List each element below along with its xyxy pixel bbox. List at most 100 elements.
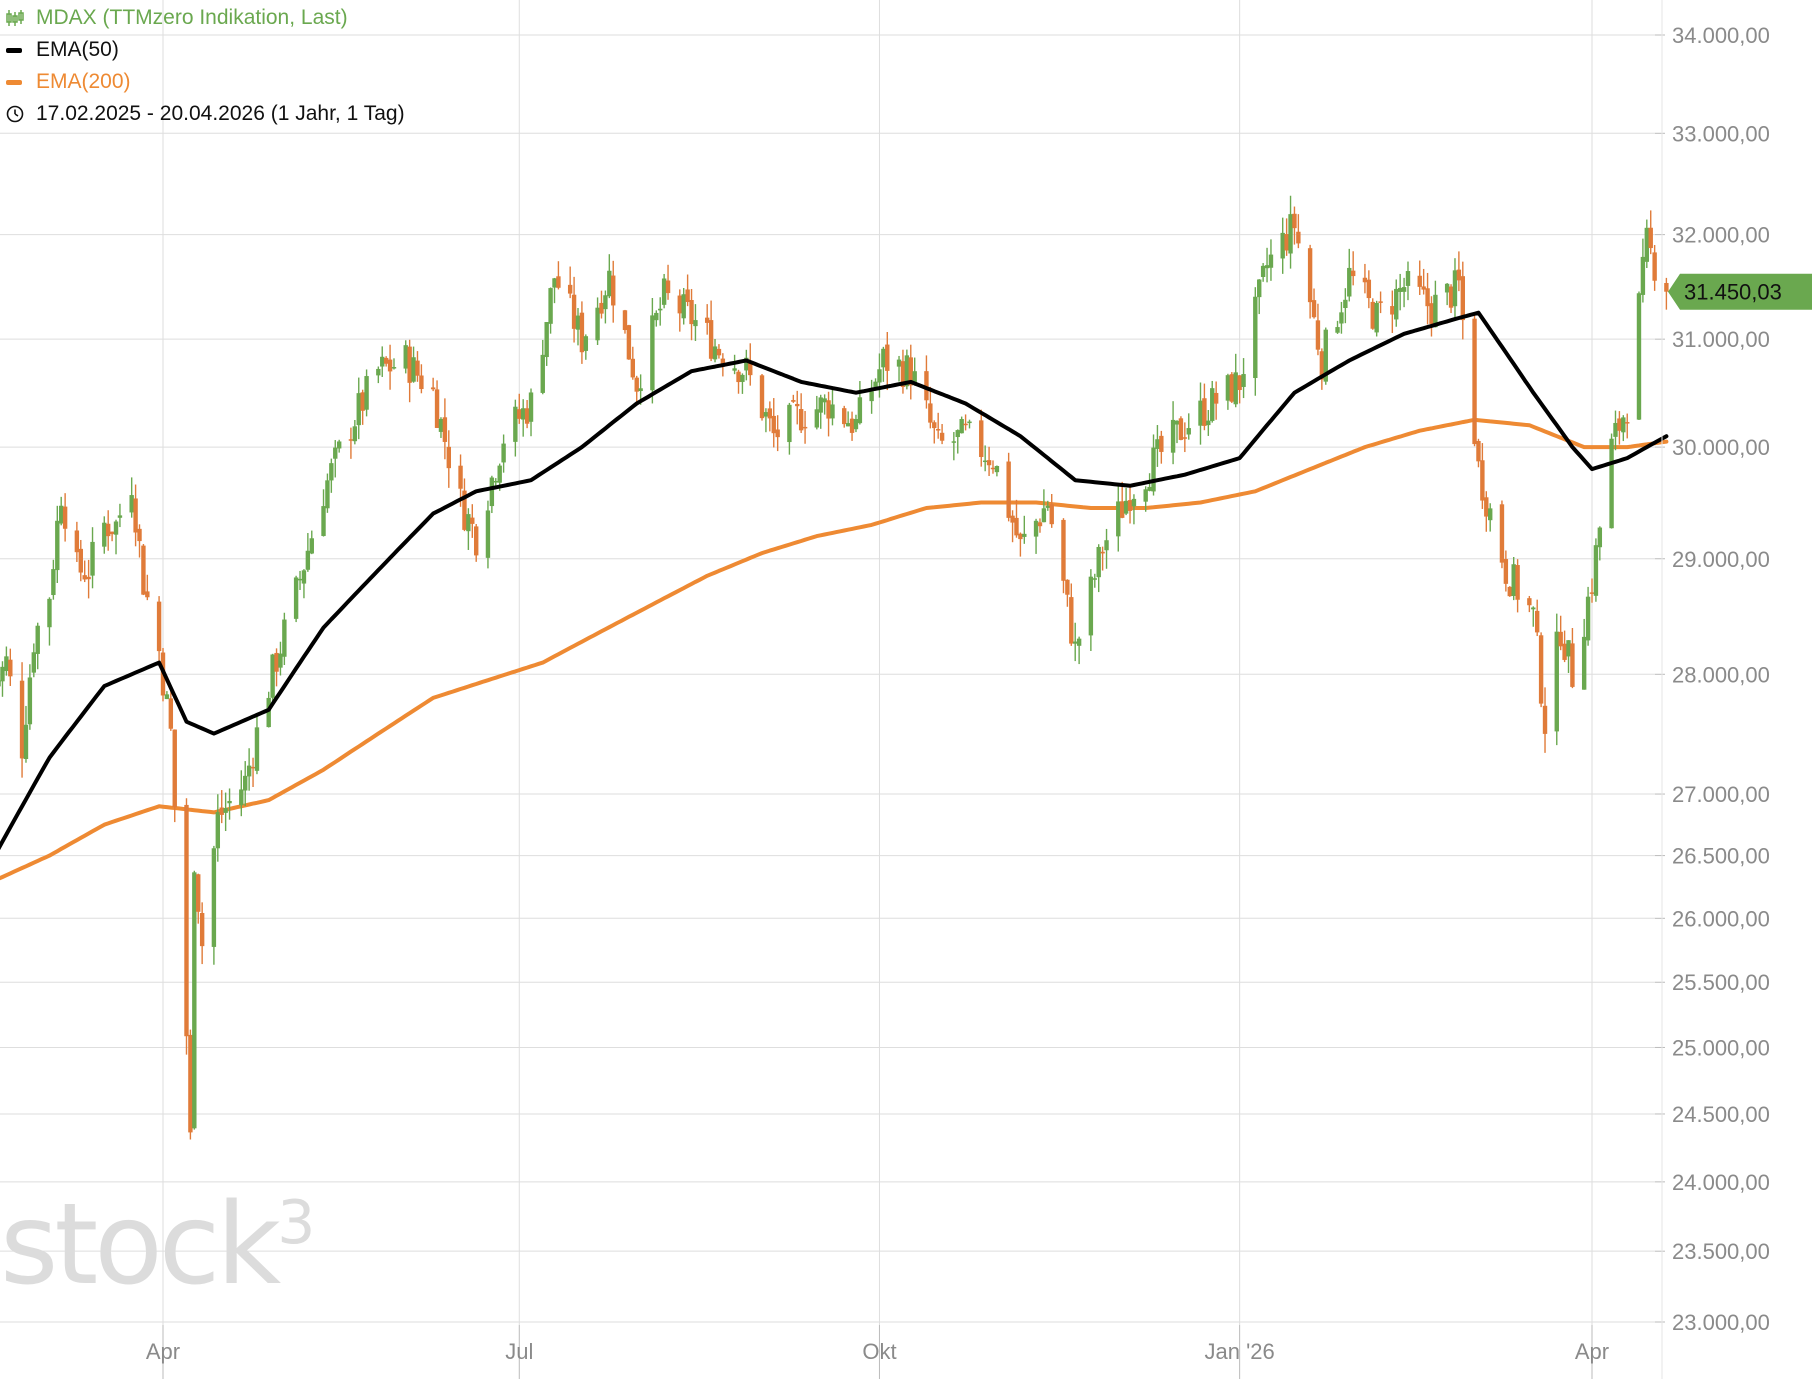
candle-body <box>1621 417 1626 433</box>
candle <box>501 434 506 473</box>
candle-body <box>1323 329 1328 382</box>
candle <box>654 310 659 327</box>
candle <box>748 343 753 386</box>
candle-body <box>826 400 831 419</box>
candle-body <box>243 775 248 791</box>
candle-body <box>689 300 694 325</box>
candle <box>1613 410 1618 451</box>
candle <box>352 419 358 445</box>
candle-body <box>579 312 585 353</box>
candle-body <box>474 526 479 556</box>
candle-body <box>1170 419 1176 453</box>
legend-item-instrument[interactable]: MDAX (TTMzero Indikation, Last) <box>6 2 405 34</box>
candle <box>740 373 745 394</box>
y-tick-label: 24.500,00 <box>1672 1102 1770 1127</box>
x-tick-label: Okt <box>862 1339 896 1364</box>
candle-body <box>1100 551 1105 554</box>
candle-body <box>990 467 996 470</box>
candle <box>1104 528 1109 569</box>
candle-body <box>430 387 436 390</box>
candle <box>599 290 604 319</box>
candle-body <box>1041 508 1047 523</box>
candle-body <box>1397 287 1403 292</box>
candle <box>1170 401 1176 465</box>
candle <box>935 412 941 439</box>
candle-body <box>105 523 111 537</box>
candle-body <box>1648 227 1653 249</box>
legend-item-range[interactable]: 17.02.2025 - 20.04.2026 (1 Jahr, 1 Tag) <box>6 98 405 130</box>
candle <box>622 309 628 334</box>
candle <box>411 346 416 383</box>
candle-body <box>383 357 389 364</box>
candle <box>1664 277 1669 310</box>
candle <box>912 357 917 386</box>
legend-item-ema50[interactable]: EMA(50) <box>6 34 405 66</box>
candle-body <box>775 429 780 438</box>
candle-body <box>595 307 600 341</box>
candle <box>658 297 663 326</box>
candle <box>967 419 972 429</box>
candle-body <box>1127 500 1133 511</box>
candle <box>986 446 992 476</box>
candle <box>325 473 330 513</box>
candle-body <box>1625 422 1630 424</box>
candle-body <box>1198 400 1203 426</box>
candle-body <box>1566 640 1571 657</box>
candle <box>1401 277 1407 308</box>
candle-body <box>1339 312 1344 324</box>
candle-body <box>1022 533 1027 537</box>
candle-body <box>270 654 275 698</box>
candle-body <box>1014 517 1019 536</box>
candle-body <box>137 528 142 542</box>
candle-body <box>434 389 440 428</box>
candle-body <box>380 356 385 367</box>
grid-lines <box>0 0 1655 1325</box>
y-tick-label: 30.000,00 <box>1672 435 1770 460</box>
candle <box>59 496 64 526</box>
candle <box>1233 353 1238 408</box>
candle-body <box>963 423 968 426</box>
candle <box>1037 518 1043 533</box>
candle <box>1617 411 1622 445</box>
candle-body <box>403 345 408 369</box>
candle <box>1268 239 1274 281</box>
candle-body <box>348 439 354 441</box>
candle <box>172 729 177 823</box>
candle-body <box>1460 276 1466 321</box>
candle <box>1014 499 1019 538</box>
candle <box>1229 372 1235 403</box>
candle <box>1335 320 1340 334</box>
candle <box>567 266 573 299</box>
candle-body <box>55 520 60 571</box>
candle-body <box>113 521 119 535</box>
candle <box>951 432 957 461</box>
candle-body <box>90 541 95 576</box>
candle-body <box>1292 213 1297 229</box>
candle <box>227 788 232 820</box>
candle-body <box>1644 227 1650 262</box>
legend-item-ema200[interactable]: EMA(200) <box>6 66 405 98</box>
candle <box>1390 290 1395 333</box>
candle-body <box>571 294 577 329</box>
candle <box>1507 586 1512 597</box>
candle <box>301 569 307 599</box>
candle-body <box>1092 578 1097 580</box>
candle <box>1621 415 1626 442</box>
candle-body <box>845 423 851 427</box>
candle-body <box>1452 270 1458 307</box>
candle <box>1151 434 1156 496</box>
candle-body <box>446 446 451 469</box>
last-price-tag: 31.450,03 <box>1668 273 1812 310</box>
candle <box>830 389 835 426</box>
candle <box>1178 416 1184 441</box>
candle <box>74 521 80 562</box>
candle-body <box>1257 279 1262 298</box>
candle <box>939 424 945 445</box>
candle-body <box>1280 232 1285 259</box>
candle <box>102 516 107 554</box>
candle-body <box>466 514 471 532</box>
candle <box>470 504 475 538</box>
candle-body <box>802 426 808 429</box>
candle-body <box>939 432 945 441</box>
